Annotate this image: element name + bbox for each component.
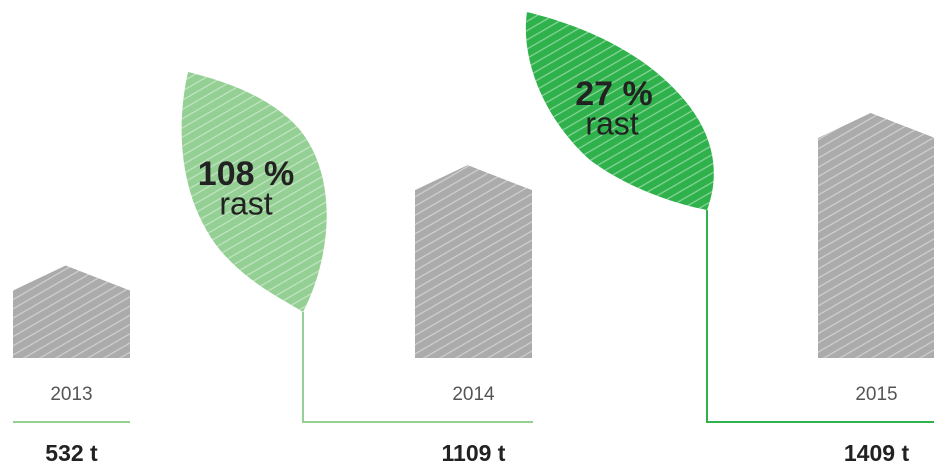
leaves: [13, 12, 934, 423]
leaf-texture: [181, 72, 327, 312]
bar-texture: [13, 265, 130, 358]
category-label: 2015: [855, 384, 897, 405]
value-label: 1109 t: [442, 440, 506, 466]
stem-line: [706, 210, 934, 423]
value-label: 1409 t: [844, 440, 910, 466]
growth-label: 27 %: [575, 75, 653, 113]
growth-text: rast: [585, 105, 638, 141]
bar-texture: [818, 113, 934, 358]
growth-text: rast: [219, 185, 272, 221]
stem-line: [302, 312, 533, 423]
growth-label: 108 %: [198, 155, 294, 193]
value-label: 532 t: [45, 440, 98, 466]
bar-texture: [415, 165, 532, 358]
leaf-texture: [525, 12, 714, 210]
category-label: 2013: [50, 384, 92, 405]
category-label: 2014: [452, 384, 495, 405]
